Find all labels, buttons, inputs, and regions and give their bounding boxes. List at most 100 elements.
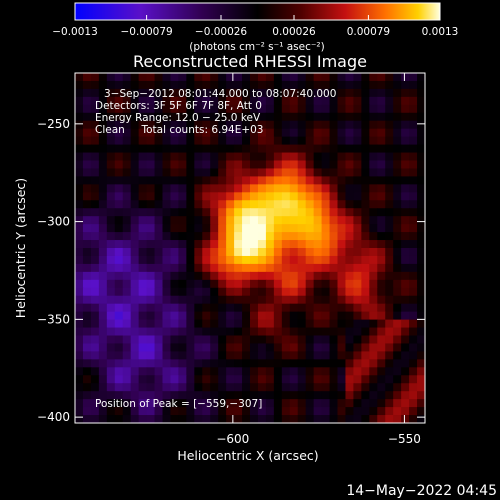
heatmap-cell	[114, 399, 124, 408]
heatmap-cell	[409, 303, 418, 313]
heatmap-cell	[178, 120, 187, 130]
heatmap-cell	[106, 383, 116, 392]
heatmap-cell	[106, 391, 116, 400]
heatmap-cell	[98, 255, 108, 265]
heatmap-cell	[289, 359, 299, 368]
heatmap-cell	[210, 287, 219, 297]
heatmap-cell	[281, 311, 291, 321]
heatmap-cell	[321, 176, 331, 185]
y-axis-label: Heliocentric Y (arcsec)	[13, 178, 28, 318]
heatmap-cell	[329, 224, 339, 233]
heatmap-cell	[90, 407, 100, 416]
heatmap-cell	[202, 168, 211, 178]
heatmap-cell	[130, 224, 140, 233]
heatmap-cell	[417, 224, 425, 233]
heatmap-cell	[114, 351, 124, 360]
heatmap-cell	[250, 359, 259, 368]
heatmap-cell	[353, 208, 362, 217]
heatmap-cell	[90, 168, 100, 178]
heatmap-cell	[75, 295, 84, 305]
heatmap-cell	[242, 88, 251, 98]
heatmap-cell	[305, 343, 315, 353]
heatmap-cell	[154, 319, 164, 329]
heatmap-cell	[321, 160, 331, 170]
heatmap-cell	[194, 240, 203, 249]
heatmap-cell	[130, 248, 140, 257]
heatmap-cell	[385, 160, 394, 170]
heatmap-cell	[345, 224, 355, 233]
heatmap-cell	[377, 319, 386, 329]
heatmap-cell	[82, 232, 92, 241]
heatmap-cell	[106, 399, 116, 408]
heatmap-cell	[138, 335, 148, 345]
heatmap-cell	[401, 136, 410, 146]
heatmap-cell	[305, 335, 315, 345]
heatmap-cell	[242, 128, 251, 138]
heatmap-cell	[321, 351, 331, 360]
heatmap-cell	[162, 232, 172, 241]
heatmap-cell	[90, 240, 100, 249]
heatmap-cell	[289, 224, 299, 233]
heatmap-cell	[337, 80, 347, 90]
heatmap-cell	[138, 311, 148, 321]
heatmap-cell	[210, 367, 219, 376]
heatmap-cell	[345, 335, 355, 345]
heatmap-cell	[226, 375, 235, 384]
heatmap-cell	[409, 351, 418, 360]
heatmap-cell	[345, 367, 355, 376]
heatmap-cell	[154, 128, 164, 138]
heatmap-cell	[417, 335, 425, 345]
heatmap-cell	[226, 351, 235, 360]
heatmap-cell	[162, 176, 172, 185]
heatmap-cell	[345, 152, 355, 162]
colorbar-tick-label: 0.00026	[272, 26, 316, 38]
heatmap-cell	[369, 136, 378, 146]
heatmap-cell	[75, 327, 84, 337]
heatmap-cell	[98, 73, 108, 82]
heatmap-cell	[226, 136, 235, 146]
heatmap-cell	[265, 335, 275, 345]
heatmap-cell	[90, 160, 100, 170]
heatmap-cell	[385, 271, 394, 281]
heatmap-cell	[202, 248, 211, 257]
heatmap-cell	[82, 128, 92, 138]
heatmap-cell	[186, 176, 195, 185]
heatmap-cell	[162, 184, 172, 193]
heatmap-cell	[265, 168, 275, 178]
heatmap-cell	[170, 120, 180, 130]
heatmap-cell	[281, 271, 291, 281]
heatmap-cell	[305, 391, 315, 400]
heatmap-cell	[321, 359, 331, 368]
heatmap-cell	[250, 327, 259, 337]
heatmap-cell	[178, 383, 187, 392]
heatmap-cell	[297, 319, 307, 329]
heatmap-cell	[305, 303, 315, 313]
heatmap-cell	[313, 263, 323, 273]
heatmap-cell	[242, 327, 251, 337]
heatmap-cell	[329, 80, 339, 90]
heatmap-cell	[98, 192, 108, 201]
colorbar-tick-label: 0.00079	[347, 26, 390, 38]
heatmap-cell	[138, 73, 148, 82]
heatmap-cell	[345, 311, 355, 321]
heatmap-cell	[305, 367, 315, 376]
heatmap-cell	[130, 192, 140, 201]
heatmap-cell	[226, 144, 235, 154]
heatmap-cell	[242, 375, 251, 384]
heatmap-cell	[281, 335, 291, 345]
heatmap-cell	[75, 271, 84, 281]
heatmap-cell	[385, 303, 394, 313]
heatmap-cell	[377, 224, 386, 233]
heatmap-cell	[75, 383, 84, 392]
heatmap-cell	[106, 240, 116, 249]
heatmap-cell	[345, 375, 355, 384]
heatmap-cell	[242, 96, 251, 106]
heatmap-cell	[130, 319, 140, 329]
heatmap-cell	[138, 160, 148, 170]
heatmap-cell	[393, 415, 402, 423]
heatmap-cell	[417, 351, 425, 360]
heatmap-cell	[210, 232, 219, 241]
heatmap-cell	[377, 351, 386, 360]
heatmap-cell	[226, 200, 235, 209]
heatmap-cell	[146, 184, 156, 193]
